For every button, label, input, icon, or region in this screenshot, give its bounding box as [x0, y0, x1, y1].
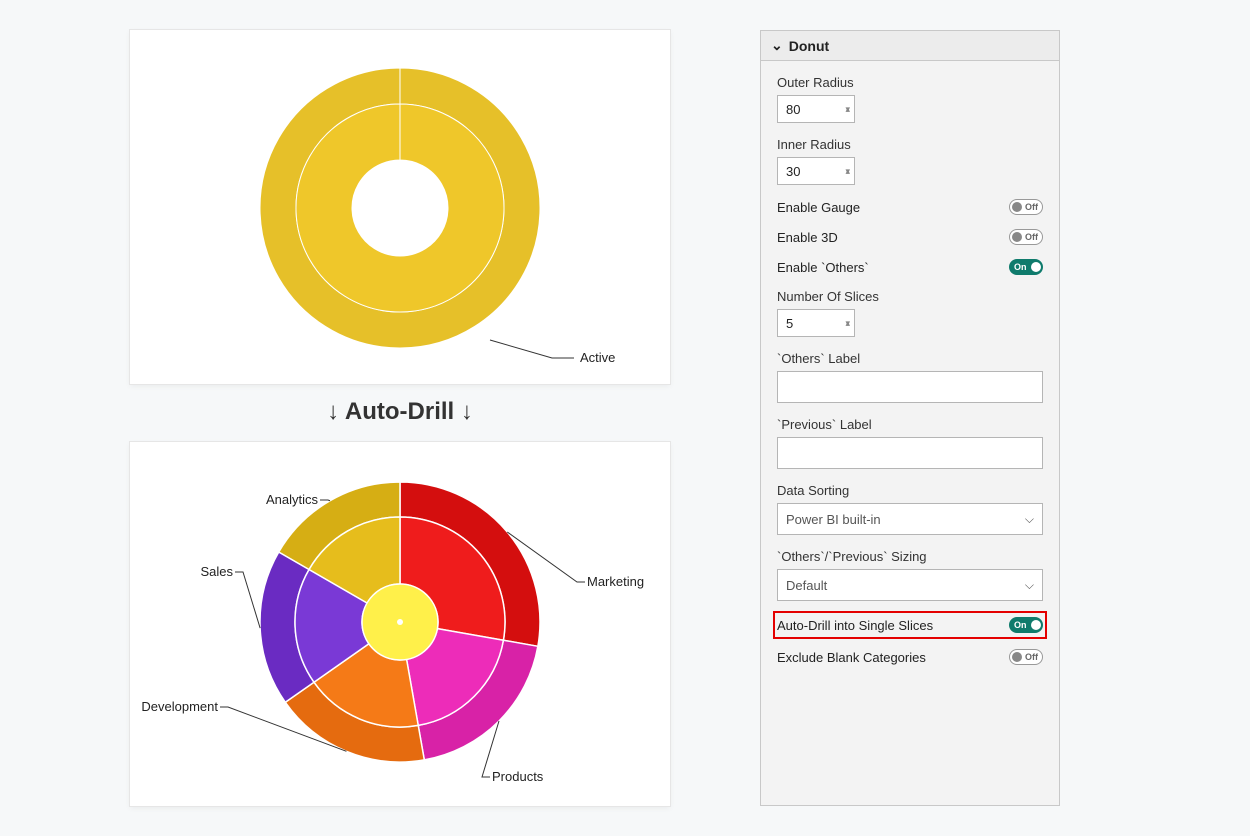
svg-text:Analytics: Analytics	[266, 492, 319, 507]
previous-label-label: `Previous` Label	[777, 417, 1043, 432]
outer-radius-input[interactable]: 80 ▴▾	[777, 95, 855, 123]
auto-drill-caption: ↓ Auto-Drill ↓	[130, 398, 670, 426]
data-sorting-select[interactable]: Power BI built-in ⌵	[777, 503, 1043, 535]
svg-text:Sales: Sales	[200, 564, 233, 579]
exclude-blank-toggle[interactable]: Off	[1009, 649, 1043, 665]
sizing-select[interactable]: Default ⌵	[777, 569, 1043, 601]
enable-others-toggle[interactable]: On	[1009, 259, 1043, 275]
enable-gauge-toggle[interactable]: Off	[1009, 199, 1043, 215]
panel-title: Donut	[789, 38, 829, 54]
donut-chart-after: Marketing Products Development Sales Analyti…	[130, 442, 670, 806]
num-slices-label: Number Of Slices	[777, 289, 1043, 304]
enable-gauge-label: Enable Gauge	[777, 200, 860, 215]
outer-radius-label: Outer Radius	[777, 75, 1043, 90]
donut-settings-panel: ⌄ Donut Outer Radius 80 ▴▾ Inner Radius …	[760, 30, 1060, 806]
exclude-blank-label: Exclude Blank Categories	[777, 650, 926, 665]
num-slices-input[interactable]: 5 ▴▾	[777, 309, 855, 337]
sizing-label: `Others`/`Previous` Sizing	[777, 549, 1043, 564]
enable-3d-label: Enable 3D	[777, 230, 838, 245]
svg-text:Active: Active	[580, 350, 615, 365]
enable-others-label: Enable `Others`	[777, 260, 869, 275]
svg-text:Development: Development	[141, 699, 218, 714]
svg-text:Products: Products	[492, 769, 544, 784]
panel-header[interactable]: ⌄ Donut	[761, 31, 1059, 61]
autodrill-toggle[interactable]: On	[1009, 617, 1043, 633]
previous-label-input[interactable]	[777, 437, 1043, 469]
others-label-input[interactable]	[777, 371, 1043, 403]
chevron-down-icon: ⌵	[1025, 578, 1034, 593]
enable-3d-toggle[interactable]: Off	[1009, 229, 1043, 245]
chevron-down-icon: ⌄	[771, 37, 783, 54]
donut-chart-before: Active	[130, 30, 670, 384]
chevron-down-icon: ⌵	[1025, 512, 1034, 527]
autodrill-label: Auto-Drill into Single Slices	[777, 618, 933, 633]
svg-text:Marketing: Marketing	[587, 574, 644, 589]
inner-radius-label: Inner Radius	[777, 137, 1043, 152]
data-sorting-label: Data Sorting	[777, 483, 1043, 498]
inner-radius-input[interactable]: 30 ▴▾	[777, 157, 855, 185]
others-label-label: `Others` Label	[777, 351, 1043, 366]
